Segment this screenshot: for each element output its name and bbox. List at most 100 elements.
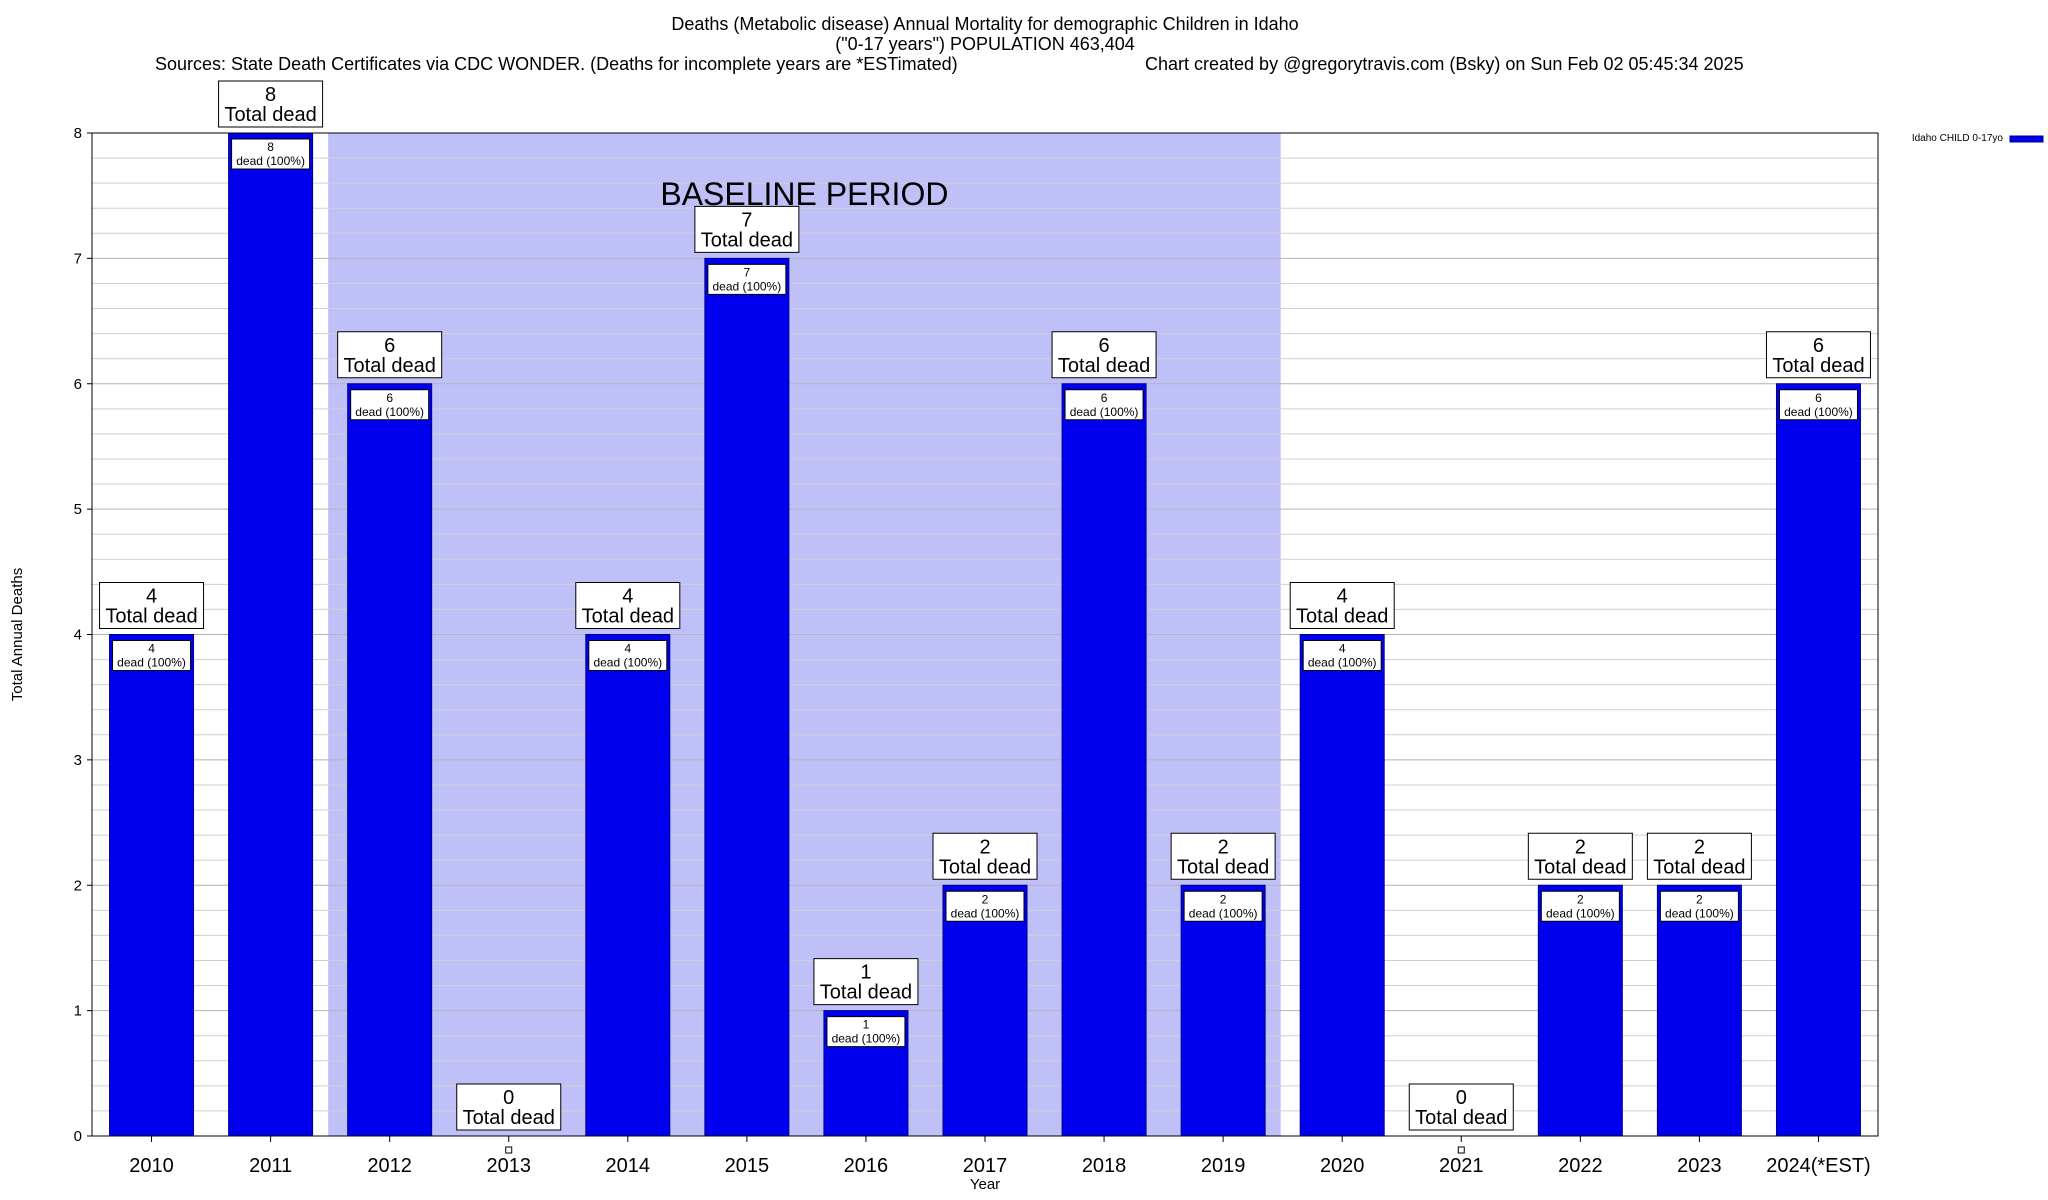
- x-tick-label: 2021: [1439, 1155, 1484, 1177]
- total-label-box: [1646, 832, 1752, 880]
- bar-inner-label: dead (100%): [236, 154, 305, 168]
- y-tick-label: 8: [74, 125, 82, 142]
- bar-inner-value: 8: [267, 140, 274, 154]
- total-label-text: Total dead: [1296, 606, 1388, 628]
- bar-inner-label-box: [1540, 890, 1620, 922]
- x-tick-label: 2020: [1320, 1155, 1365, 1177]
- bar: [228, 132, 314, 1137]
- y-tick-label: 0: [74, 1128, 82, 1145]
- bar-inner-label-box: [350, 389, 430, 421]
- total-label-text: Total dead: [820, 982, 912, 1004]
- bar-inner-label: dead (100%): [951, 906, 1020, 920]
- x-axis-label: Year: [970, 1176, 1000, 1193]
- total-label-box: [218, 80, 324, 128]
- y-tick-label: 1: [74, 1003, 82, 1020]
- bar-inner-label-box: [826, 1016, 906, 1048]
- bar-inner-label: dead (100%): [1308, 656, 1377, 670]
- total-label-value: 6: [384, 335, 395, 357]
- total-label-text: Total dead: [1534, 856, 1626, 878]
- total-label-text: Total dead: [224, 104, 316, 126]
- total-label-value: 6: [1099, 335, 1110, 357]
- total-label-text: Total dead: [1177, 856, 1269, 878]
- bar-inner-label: dead (100%): [593, 656, 662, 670]
- bar-inner-label: dead (100%): [355, 405, 424, 419]
- bar-inner-value: 2: [1577, 892, 1584, 906]
- bar-inner-label: dead (100%): [1665, 906, 1734, 920]
- total-label-value: 7: [741, 209, 752, 231]
- y-tick-label: 4: [74, 627, 82, 644]
- total-label-value: 4: [146, 586, 157, 608]
- bar-inner-label-box: [1064, 389, 1144, 421]
- bar: [1180, 884, 1266, 1137]
- legend: Idaho CHILD 0-17yo: [1912, 133, 2044, 144]
- y-tick-label: 2: [74, 877, 82, 894]
- bar: [1299, 634, 1385, 1137]
- total-label-text: Total dead: [344, 355, 436, 377]
- total-label-box: [575, 582, 681, 629]
- total-label-box: [1527, 832, 1633, 880]
- bar: [347, 383, 433, 1137]
- bar-inner-label-box: [231, 138, 311, 170]
- bar-inner-value: 6: [1815, 391, 1822, 405]
- total-label-text: Total dead: [582, 606, 674, 628]
- bar-inner-label-box: [1183, 890, 1263, 922]
- y-tick-label: 7: [74, 250, 82, 267]
- bar: [1656, 884, 1742, 1137]
- bar-inner-value: 6: [1101, 391, 1108, 405]
- total-label-value: 6: [1813, 335, 1824, 357]
- total-label-value: 0: [503, 1087, 514, 1109]
- total-label-value: 2: [1218, 836, 1229, 858]
- x-tick-label: 2017: [963, 1155, 1008, 1177]
- bar: [1775, 383, 1861, 1137]
- bar: [585, 634, 671, 1137]
- total-label-box: [1408, 1083, 1514, 1131]
- y-tick-label: 5: [74, 501, 82, 518]
- x-tick-label: 2015: [725, 1155, 770, 1177]
- total-label-box: [1765, 331, 1871, 379]
- total-label-text: Total dead: [1653, 856, 1745, 878]
- bar-inner-label: dead (100%): [713, 279, 782, 293]
- total-label-text: Total dead: [105, 606, 197, 628]
- total-label-text: Total dead: [1058, 355, 1150, 377]
- total-label-value: 4: [1337, 586, 1348, 608]
- bar-inner-label: dead (100%): [1546, 906, 1615, 920]
- chart-sources: Sources: State Death Certificates via CD…: [155, 54, 958, 74]
- total-label-value: 4: [622, 586, 633, 608]
- bar-inner-value: 7: [744, 265, 751, 279]
- total-label-box: [932, 832, 1038, 880]
- total-label-text: Total dead: [1772, 355, 1864, 377]
- chart-credit: Chart created by @gregorytravis.com (Bsk…: [1145, 54, 1744, 74]
- bar-inner-label-box: [945, 890, 1025, 922]
- x-tick-label: 2011: [249, 1155, 292, 1177]
- total-label-value: 2: [979, 836, 990, 858]
- total-label-text: Total dead: [939, 856, 1031, 878]
- bar: [704, 257, 790, 1137]
- legend-label: Idaho CHILD 0-17yo: [1912, 133, 2004, 144]
- bar: [942, 884, 1028, 1137]
- bar-inner-label-box: [1302, 640, 1382, 671]
- total-label-box: [456, 1083, 562, 1131]
- bar-inner-value: 2: [1696, 892, 1703, 906]
- total-label-box: [1170, 832, 1276, 880]
- legend-swatch: [2009, 135, 2044, 143]
- bar-inner-label: dead (100%): [1189, 906, 1258, 920]
- bar-inner-value: 2: [1220, 892, 1227, 906]
- bar-inner-label-box: [707, 263, 787, 295]
- bar-inner-value: 1: [863, 1018, 870, 1032]
- x-tick-label: 2018: [1082, 1155, 1127, 1177]
- x-tick-label: 2016: [844, 1155, 889, 1177]
- bar-inner-value: 2: [982, 892, 989, 906]
- bar: [1061, 383, 1147, 1137]
- bar-inner-value: 4: [148, 642, 155, 656]
- x-tick-label: 2024(*EST): [1766, 1155, 1871, 1177]
- total-label-box: [813, 958, 919, 1006]
